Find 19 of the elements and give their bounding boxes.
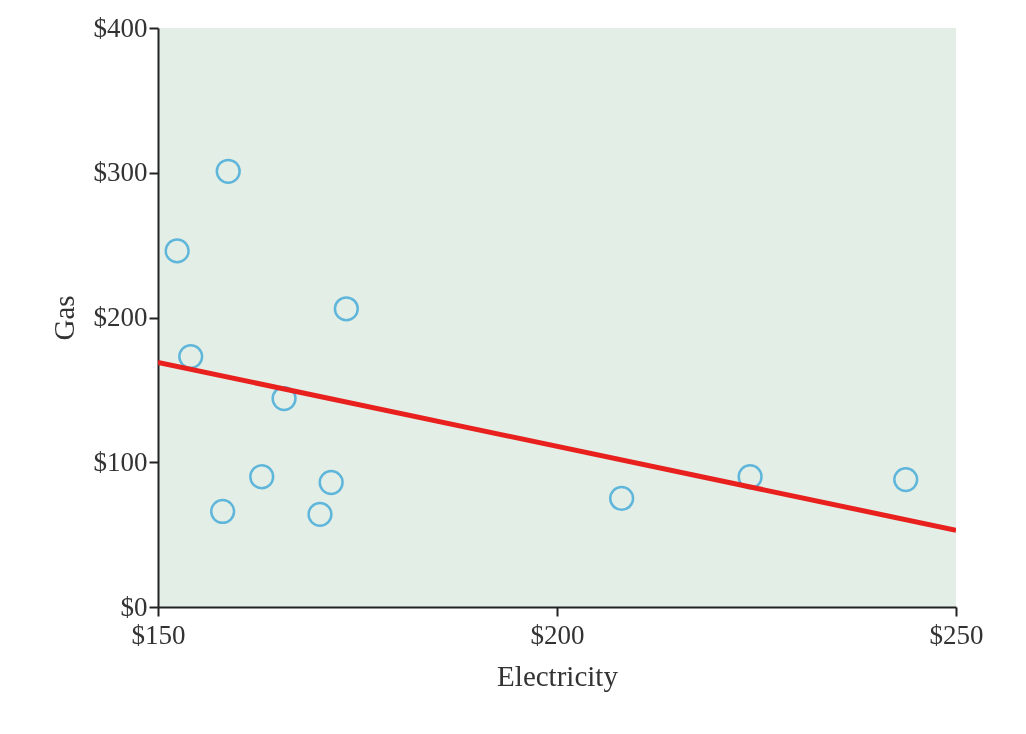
x-tick-label: $150 [131, 619, 186, 650]
x-tick-label: $200 [530, 619, 585, 650]
point [215, 158, 241, 184]
point [893, 466, 919, 493]
point [333, 296, 359, 322]
y-axis-title: Gas [47, 295, 80, 341]
point [164, 238, 190, 264]
point [307, 501, 333, 527]
x-tick-label: $250 [929, 619, 984, 650]
y-tick-label: $200 [93, 302, 148, 332]
point [608, 485, 635, 512]
point [209, 498, 236, 525]
point [249, 464, 275, 490]
x-axis-title: Electricity [497, 659, 619, 692]
y-tick-label: $300 [93, 157, 148, 188]
point [318, 469, 344, 496]
y-tick-label: $400 [93, 12, 148, 43]
y-tick-label: $100 [93, 446, 148, 477]
y-tick-label: $0 [120, 591, 148, 622]
